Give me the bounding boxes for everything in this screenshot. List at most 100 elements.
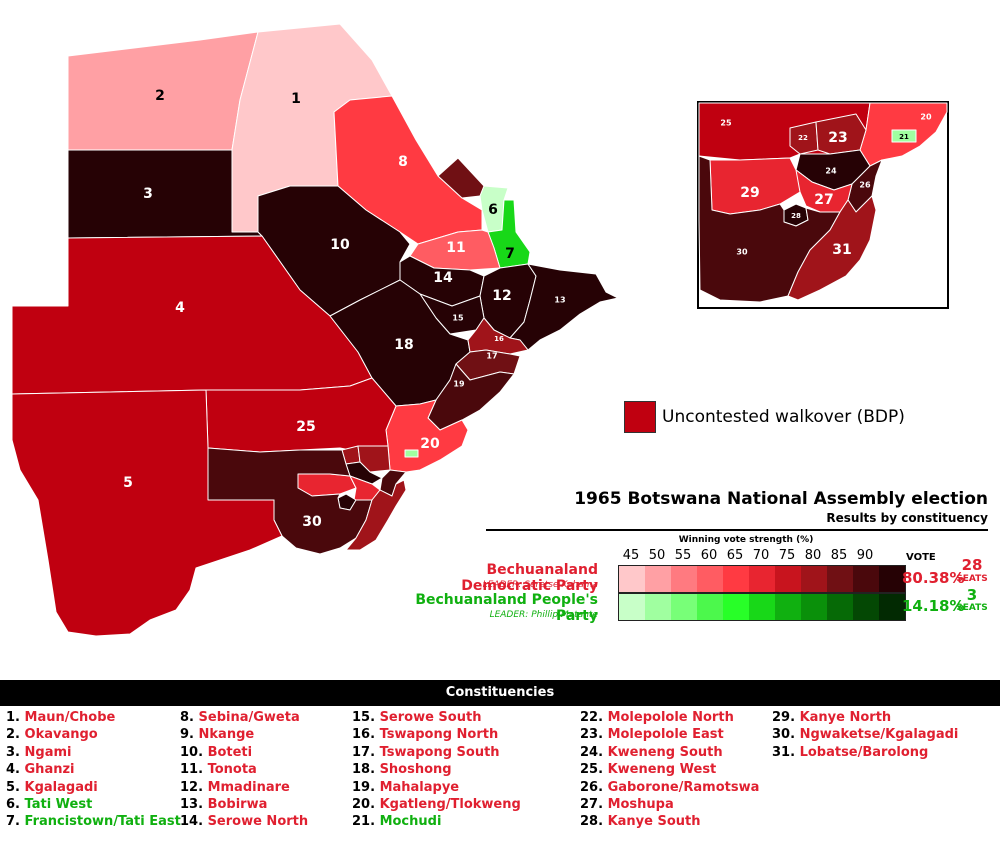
label-16: 16 — [494, 335, 504, 343]
inset-label-29: 29 — [740, 185, 759, 201]
tick-label: 55 — [674, 548, 692, 563]
constituency-number: 24. — [580, 744, 608, 760]
constituency-name: Ngami — [24, 744, 72, 760]
bpp-vote: 14.18% — [902, 597, 965, 615]
inset-label-24: 24 — [825, 167, 837, 176]
inset-label-28: 28 — [791, 212, 801, 220]
bpp-scale-swatch — [879, 594, 905, 620]
constituency-item: 30. Ngwaketse/Kgalagadi — [772, 727, 958, 744]
tick-label: 60 — [700, 548, 718, 563]
bdp-color-scale — [618, 565, 906, 593]
constituency-number: 19. — [352, 779, 380, 795]
constituency-item: 28. Kanye South — [580, 814, 759, 831]
label-15: 15 — [452, 314, 464, 323]
constituency-name: Boteti — [207, 744, 253, 760]
region-16 — [467, 317, 529, 355]
inset-label-27: 27 — [814, 192, 833, 208]
constituency-number: 20. — [352, 796, 380, 812]
constituency-name: Tswapong North — [379, 727, 499, 743]
label-8: 8 — [398, 154, 408, 170]
constituency-number: 30. — [772, 727, 800, 743]
constituency-number: 4. — [6, 762, 25, 778]
constituency-number: 22. — [580, 710, 608, 725]
bpp-scale-swatch — [749, 594, 775, 620]
inset-label-30: 30 — [736, 248, 748, 257]
constituency-name: Kweneng South — [607, 744, 723, 760]
label-6: 6 — [488, 202, 498, 218]
tick-label: 75 — [778, 548, 796, 563]
constituency-column: 22. Molepolole North 23. Molepolole East 2… — [580, 710, 759, 832]
label-3: 3 — [143, 186, 153, 202]
constituency-number: 2. — [6, 727, 25, 743]
constituency-number: 15. — [352, 710, 380, 725]
bdp-scale-swatch — [853, 566, 879, 592]
constituency-name: Sebina/Gweta — [198, 710, 300, 725]
region-13 — [509, 263, 619, 351]
constituency-number: 16. — [352, 727, 380, 743]
tick-label: 50 — [648, 548, 666, 563]
bdp-scale-swatch — [775, 566, 801, 592]
label-1: 1 — [291, 91, 301, 107]
constituency-column: 29. Kanye North 30. Ngwaketse/Kgalagadi 31… — [772, 710, 958, 762]
constituency-name: Serowe South — [379, 710, 482, 725]
constituency-item: 5. Kgalagadi — [6, 780, 181, 797]
tick-label: 45 — [622, 548, 640, 563]
constituency-name: Tonota — [207, 762, 257, 778]
label-11: 11 — [446, 240, 465, 256]
constituency-name: Mmadinare — [207, 779, 290, 795]
constituency-number: 1. — [6, 710, 25, 725]
constituency-number: 31. — [772, 744, 800, 760]
map-subtitle: Results by constituency — [826, 511, 988, 525]
walkover-swatch — [624, 401, 656, 433]
constituency-number: 14. — [180, 814, 208, 830]
constituency-number: 13. — [180, 796, 208, 812]
bpp-scale-swatch — [775, 594, 801, 620]
tick-label: 65 — [726, 548, 744, 563]
constituency-item: 9. Nkange — [180, 727, 308, 744]
bdp-leader: LEADER: Seretse Kahama — [482, 580, 598, 590]
bpp-scale-swatch — [723, 594, 749, 620]
tick-label: 90 — [856, 548, 874, 563]
label-4: 4 — [175, 300, 185, 316]
walkover-label: Uncontested walkover (BDP) — [662, 407, 905, 427]
constituency-item: 13. Bobirwa — [180, 797, 308, 814]
constituency-number: 5. — [6, 779, 25, 795]
constituency-number: 8. — [180, 710, 199, 725]
label-10: 10 — [330, 237, 350, 253]
bpp-scale-swatch — [827, 594, 853, 620]
constituency-number: 26. — [580, 779, 608, 795]
constituency-number: 17. — [352, 744, 380, 760]
title-divider — [486, 529, 988, 531]
constituency-name: Francistown/Tati East — [24, 814, 181, 830]
label-2: 2 — [155, 88, 165, 104]
constituency-number: 27. — [580, 796, 608, 812]
constituency-name: Mochudi — [379, 814, 442, 830]
inset-label-21: 21 — [899, 133, 909, 141]
constituency-name: Kweneng West — [607, 762, 717, 778]
constituency-number: 12. — [180, 779, 208, 795]
bdp-scale-swatch — [879, 566, 905, 592]
bdp-scale-swatch — [645, 566, 671, 592]
constituency-item: 21. Mochudi — [352, 814, 521, 831]
label-18: 18 — [394, 337, 413, 353]
constituency-item: 25. Kweneng West — [580, 762, 759, 779]
constituency-name: Molepolole North — [607, 710, 734, 725]
constituency-item: 4. Ghanzi — [6, 762, 181, 779]
constituency-item: 12. Mmadinare — [180, 780, 308, 797]
constituency-column: 8. Sebina/Gweta 9. Nkange 10. Boteti 11. To… — [180, 710, 308, 832]
bpp-scale-swatch — [853, 594, 879, 620]
constituency-item: 24. Kweneng South — [580, 745, 759, 762]
constituency-column: 1. Maun/Chobe 2. Okavango 3. Ngami 4. Ghanz… — [6, 710, 181, 832]
constituency-number: 28. — [580, 814, 608, 830]
constituency-name: Bobirwa — [207, 796, 268, 812]
label-17: 17 — [486, 352, 497, 361]
constituency-number: 11. — [180, 762, 208, 778]
region-30 — [207, 447, 373, 555]
constituency-item: 18. Shoshong — [352, 762, 521, 779]
inset-region-30 — [698, 155, 841, 303]
region-23 — [357, 445, 391, 473]
inset-label-22: 22 — [798, 134, 808, 142]
constituency-name: Nkange — [198, 727, 255, 743]
bpp-scale-swatch — [671, 594, 697, 620]
constituency-name: Kanye North — [799, 710, 892, 725]
